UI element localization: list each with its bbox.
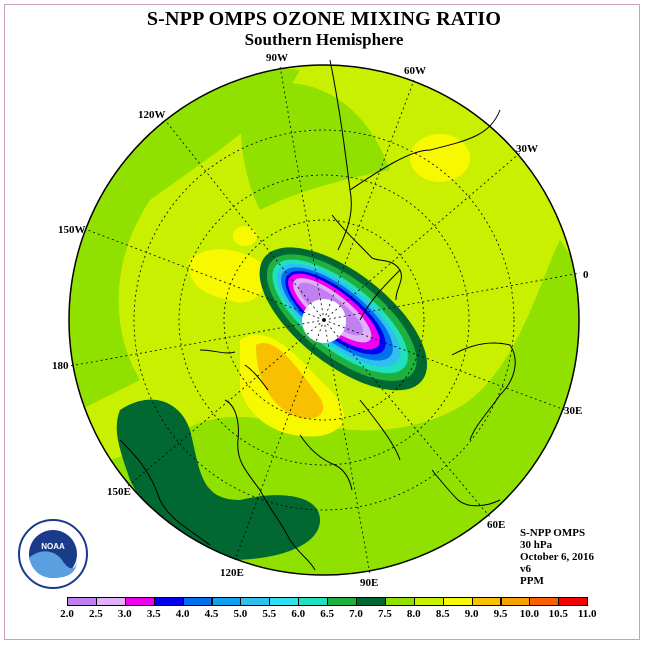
noaa-logo: NOAA xyxy=(18,519,88,589)
colorbar-label: 7.0 xyxy=(349,608,363,620)
ozone-field xyxy=(69,65,579,575)
colorbar-label: 10.5 xyxy=(548,608,568,620)
colorbar-label: 5.0 xyxy=(233,608,248,620)
colorbar-swatch xyxy=(153,597,184,606)
colorbar-swatch xyxy=(182,597,213,606)
colorbar-label: 2.0 xyxy=(60,608,74,620)
info-level: 30 hPa xyxy=(520,539,553,551)
colorbar-label: 11.0 xyxy=(577,608,597,620)
lon-label-150w: 150W xyxy=(58,224,86,236)
colorbar-swatch xyxy=(356,597,386,606)
colorbar-swatch xyxy=(211,597,242,606)
colorbar-swatch xyxy=(500,597,531,606)
colorbar-label: 2.5 xyxy=(89,608,103,620)
lon-label-60e: 60E xyxy=(487,519,505,531)
colorbar-label: 5.5 xyxy=(262,608,277,620)
map-subtitle: Southern Hemisphere xyxy=(244,30,404,49)
colorbar-label: 10.0 xyxy=(519,608,540,620)
colorbar-swatch xyxy=(95,597,126,606)
lon-label-60w: 60W xyxy=(404,65,426,77)
colorbar-swatch xyxy=(384,597,415,606)
colorbar-label: 3.5 xyxy=(146,608,161,620)
lon-label-180: 180 xyxy=(52,360,69,372)
colorbar-swatch xyxy=(558,597,589,606)
info-date: October 6, 2016 xyxy=(520,551,595,563)
logo-text: NOAA xyxy=(41,542,65,551)
lon-label-30w: 30W xyxy=(516,143,538,155)
colorbar-label: 8.0 xyxy=(406,608,421,620)
field-7-5-north xyxy=(240,82,390,210)
lon-label-90w: 90W xyxy=(266,52,288,64)
colorbar-swatch xyxy=(529,597,560,606)
map-title: S-NPP OMPS OZONE MIXING RATIO xyxy=(146,8,502,30)
colorbar-swatch xyxy=(442,597,473,606)
colorbar-swatch xyxy=(124,597,155,606)
colorbar-label: 6.5 xyxy=(320,608,334,620)
plot-frame xyxy=(4,4,640,640)
lon-label-0: 0 xyxy=(583,269,589,281)
lon-label-30e: 30E xyxy=(564,405,582,417)
field-7-0-blob xyxy=(116,399,320,560)
info-units: PPM xyxy=(520,575,544,587)
map-border xyxy=(68,64,580,576)
field-8-5-atlantic xyxy=(410,134,470,182)
colorbar-label: 6.0 xyxy=(291,608,306,620)
colorbar-swatch xyxy=(413,597,444,606)
colorbar-swatch xyxy=(327,597,357,606)
colorbar-swatch xyxy=(269,597,300,606)
colorbar-swatch xyxy=(298,597,329,606)
colorbar-label: 9.5 xyxy=(493,608,508,620)
colorbar-swatch xyxy=(67,597,97,606)
colorbar-label: 9.0 xyxy=(464,608,479,620)
colorbar-swatch xyxy=(471,597,502,606)
colorbar-swatch xyxy=(240,597,271,606)
lon-label-150e: 150E xyxy=(107,486,131,498)
colorbar-label: 7.5 xyxy=(378,608,392,620)
field-8-5-pacific xyxy=(189,249,270,303)
lon-label-120e: 120E xyxy=(220,567,244,579)
colorbar-label: 8.5 xyxy=(435,608,450,620)
colorbar-label: 4.5 xyxy=(204,608,219,620)
coastlines xyxy=(119,59,516,571)
info-version: v6 xyxy=(520,563,531,575)
lon-label-90e: 90E xyxy=(360,577,378,589)
field-8-5-small xyxy=(233,226,257,246)
lon-label-120w: 120W xyxy=(138,109,166,121)
colorbar-label: 4.0 xyxy=(175,608,190,620)
field-9-0-ross xyxy=(256,343,324,419)
info-product: S-NPP OMPS xyxy=(520,527,586,539)
colorbar-label: 3.0 xyxy=(117,608,132,620)
